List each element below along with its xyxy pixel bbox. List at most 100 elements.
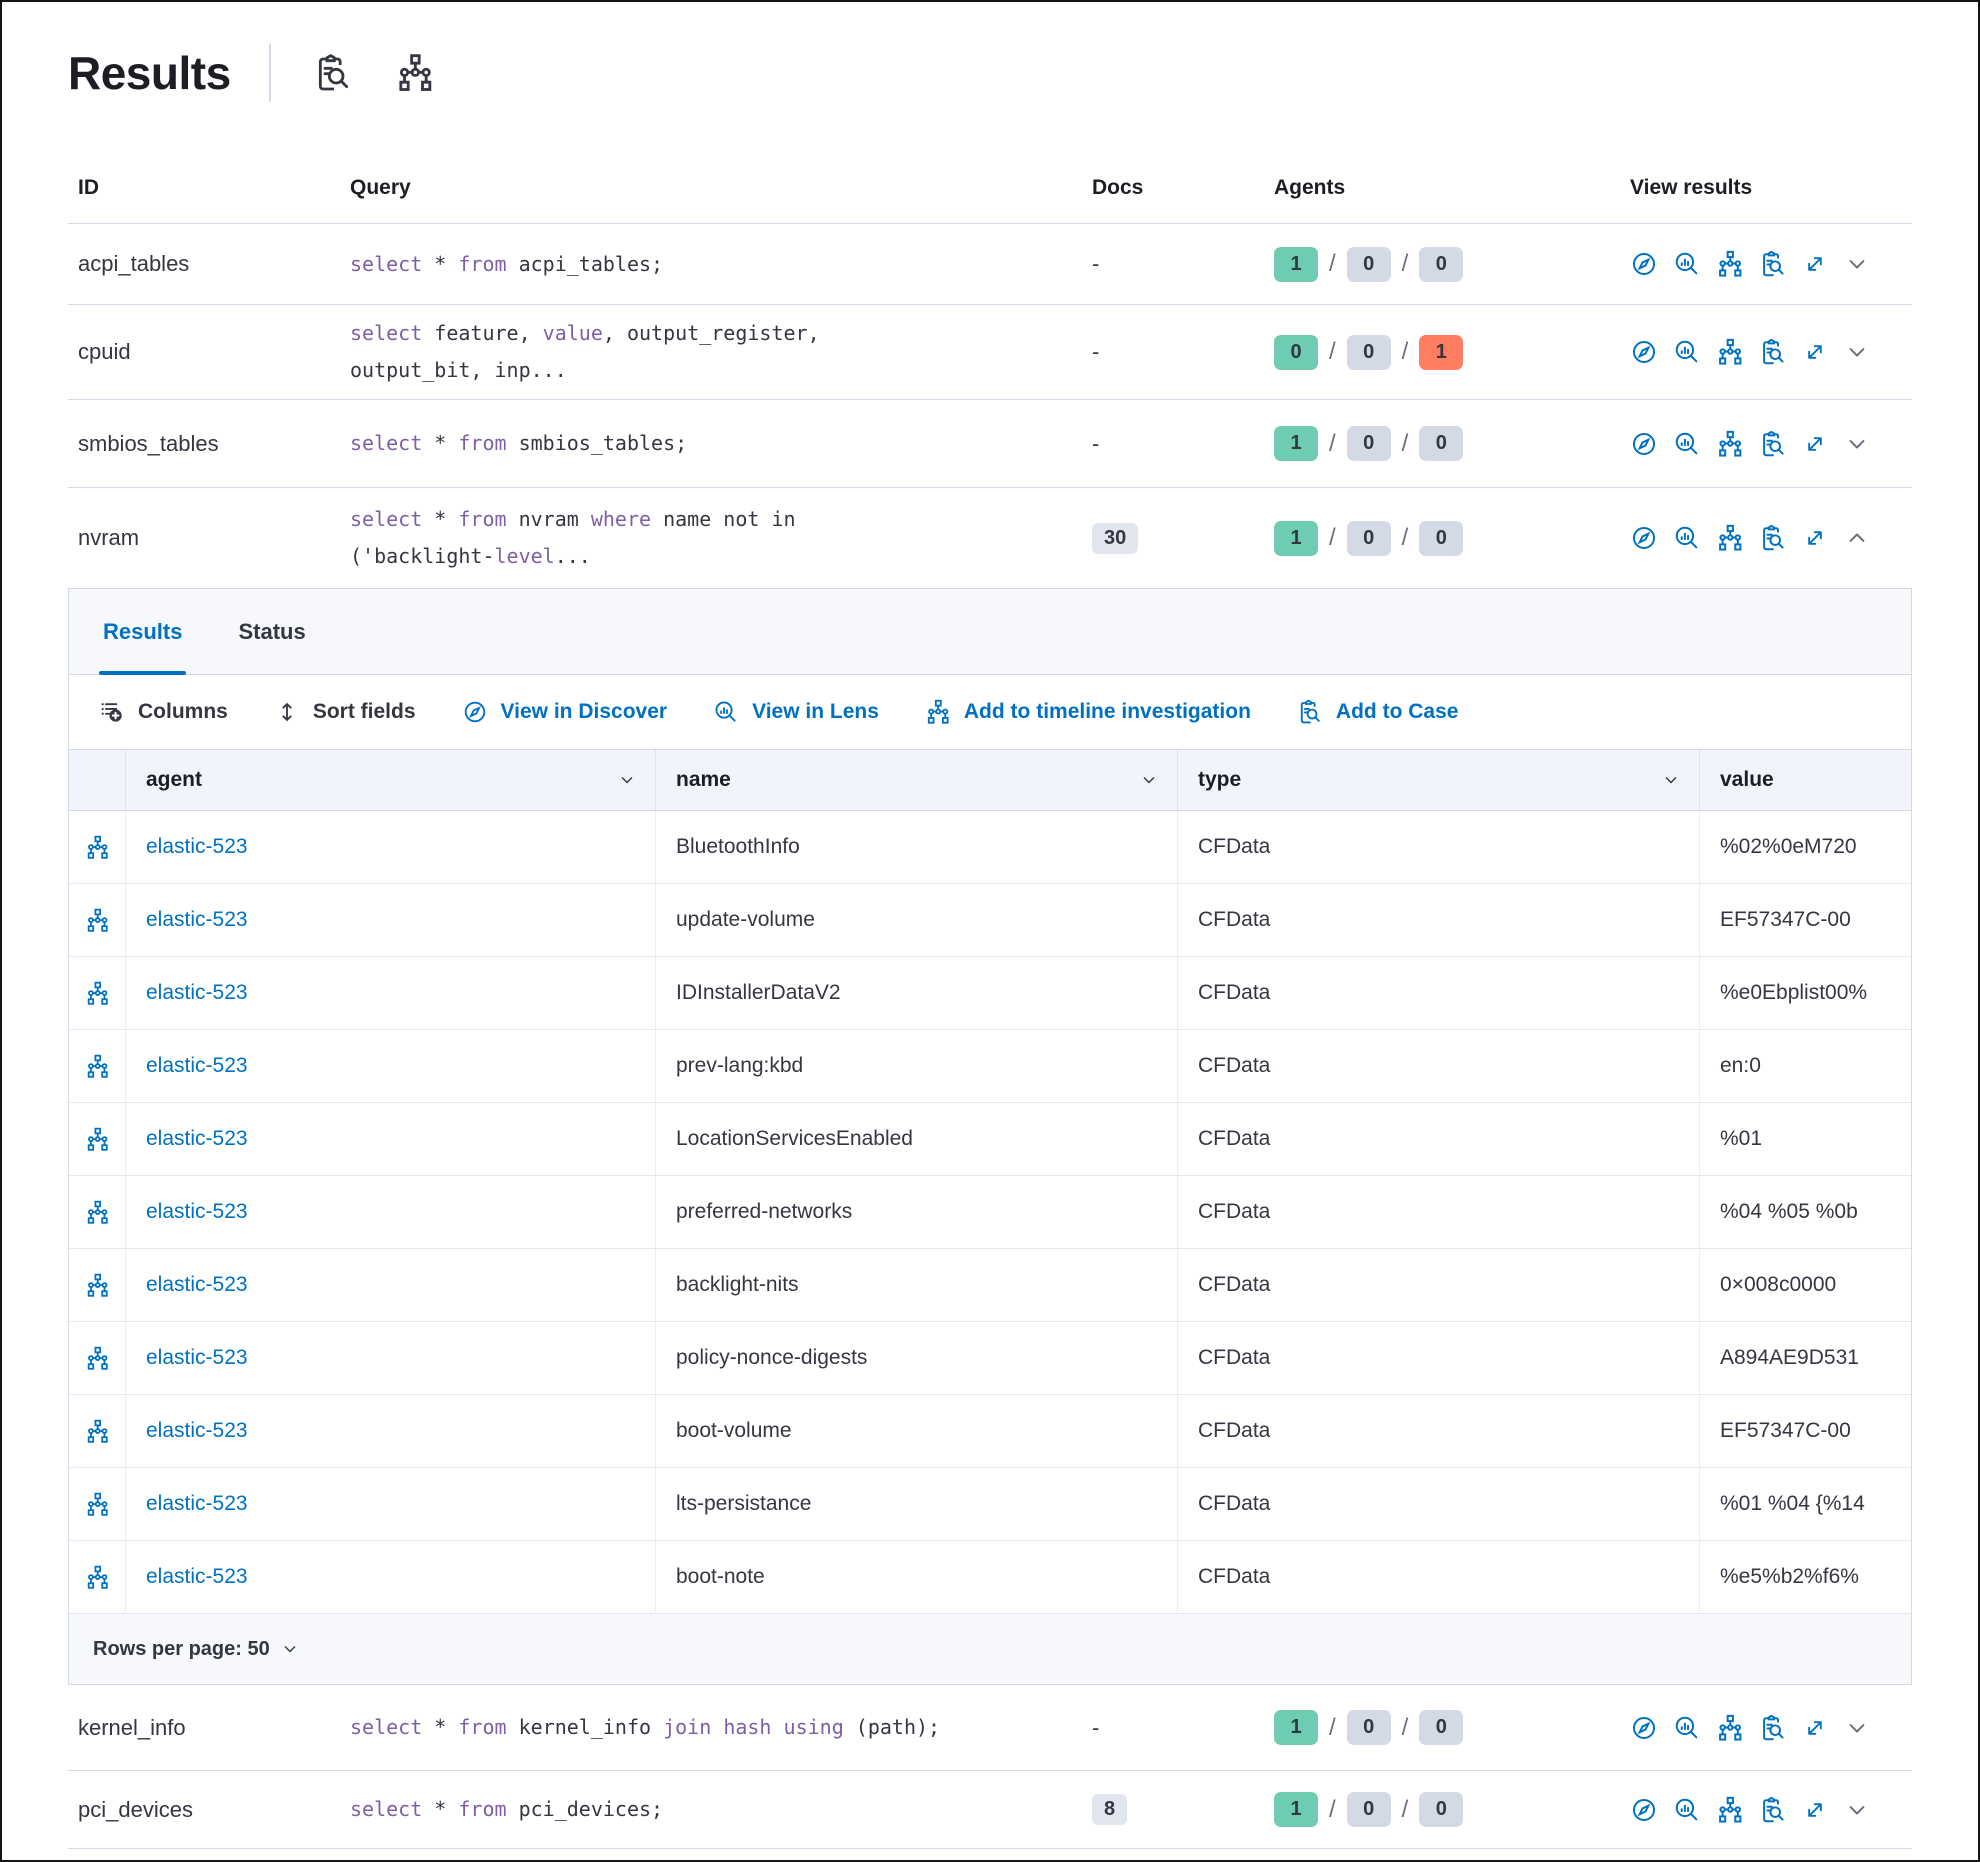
rows-per-page-control[interactable]: Rows per page: 50 xyxy=(69,1614,1911,1684)
toolbar-item-view-in-discover[interactable]: View in Discover xyxy=(462,699,667,725)
timeline-icon xyxy=(87,908,108,932)
tab-status[interactable]: Status xyxy=(238,618,306,644)
view-in-discover-button[interactable] xyxy=(1630,524,1658,552)
docs-cell: - xyxy=(1092,430,1100,456)
type-cell: CFData xyxy=(1178,1176,1700,1248)
result-row: elastic-523 prev-lang:kbd CFData en:0 xyxy=(69,1030,1911,1103)
row-details-button[interactable] xyxy=(69,1176,126,1248)
timeline-icon xyxy=(927,699,949,724)
add-to-case-button[interactable] xyxy=(1759,524,1787,552)
grid-col-header-value[interactable]: value xyxy=(1700,750,1911,810)
toolbar-item-sort-fields[interactable]: Sort fields xyxy=(274,699,416,725)
toggle-row-button[interactable] xyxy=(1843,430,1871,458)
add-to-case-button[interactable] xyxy=(1759,1796,1787,1824)
view-in-lens-button[interactable] xyxy=(1673,430,1701,458)
grid-col-header-agent[interactable]: agent xyxy=(126,750,656,810)
row-details-button[interactable] xyxy=(69,884,126,956)
expand-results-button[interactable] xyxy=(1802,525,1828,551)
value-cell: %02%0eM720 xyxy=(1720,835,1857,858)
name-cell: prev-lang:kbd xyxy=(656,1030,1178,1102)
view-in-lens-button[interactable] xyxy=(1673,338,1701,366)
toolbar-item-columns[interactable]: Columns xyxy=(99,699,228,725)
agent-link[interactable]: elastic-523 xyxy=(146,1054,248,1077)
agent-link[interactable]: elastic-523 xyxy=(146,835,248,858)
view-in-discover-button[interactable] xyxy=(1630,250,1658,278)
view-in-lens-button[interactable] xyxy=(1673,1796,1701,1824)
toggle-row-button[interactable] xyxy=(1843,1796,1871,1824)
toggle-row-button[interactable] xyxy=(1843,524,1871,552)
query-details-icon[interactable] xyxy=(313,53,353,93)
add-to-timeline-button[interactable] xyxy=(1716,524,1744,552)
agent-link[interactable]: elastic-523 xyxy=(146,1200,248,1223)
row-details-button[interactable] xyxy=(69,811,126,883)
expand-results-button[interactable] xyxy=(1802,339,1828,365)
grid-col-label: name xyxy=(676,768,731,791)
col-header-query: Query xyxy=(350,175,411,199)
view-in-discover-button[interactable] xyxy=(1630,430,1658,458)
view-in-discover-button[interactable] xyxy=(1630,338,1658,366)
add-to-case-button[interactable] xyxy=(1759,430,1787,458)
view-in-discover-button[interactable] xyxy=(1630,1796,1658,1824)
grid-col-header-name[interactable]: name xyxy=(656,750,1178,810)
result-row: elastic-523 boot-note CFData %e5%b2%f6% xyxy=(69,1541,1911,1614)
agent-count-badge-green: 1 xyxy=(1274,246,1318,282)
toggle-row-button[interactable] xyxy=(1843,1714,1871,1742)
toolbar-item-view-in-lens[interactable]: View in Lens xyxy=(713,699,879,725)
timeline-icon xyxy=(87,981,108,1005)
agent-count-badge-gray: 0 xyxy=(1346,246,1391,282)
agent-count-badge-green: 1 xyxy=(1274,1710,1318,1745)
view-in-discover-button[interactable] xyxy=(1630,1714,1658,1742)
type-cell: CFData xyxy=(1178,884,1700,956)
badge-separator: / xyxy=(1401,1713,1409,1741)
add-to-timeline-button[interactable] xyxy=(1716,1796,1744,1824)
result-row: elastic-523 lts-persistance CFData %01 %… xyxy=(69,1468,1911,1541)
row-details-button[interactable] xyxy=(69,1395,126,1467)
view-in-lens-button[interactable] xyxy=(1673,524,1701,552)
agent-link[interactable]: elastic-523 xyxy=(146,1492,248,1515)
toggle-row-button[interactable] xyxy=(1843,250,1871,278)
agent-cell: elastic-523 xyxy=(126,1176,656,1248)
name-cell: boot-volume xyxy=(656,1395,1178,1467)
row-details-button[interactable] xyxy=(69,1322,126,1394)
col-header-id: ID xyxy=(78,175,99,199)
row-details-button[interactable] xyxy=(69,1030,126,1102)
expand-results-button[interactable] xyxy=(1802,1715,1828,1741)
toggle-row-button[interactable] xyxy=(1843,338,1871,366)
row-details-button[interactable] xyxy=(69,1249,126,1321)
agent-link[interactable]: elastic-523 xyxy=(146,908,248,931)
add-to-case-button[interactable] xyxy=(1759,338,1787,366)
chevron-down-icon xyxy=(1661,770,1681,790)
agent-link[interactable]: elastic-523 xyxy=(146,1346,248,1369)
toolbar-item-add-to-case[interactable]: Add to Case xyxy=(1297,699,1458,725)
agent-link[interactable]: elastic-523 xyxy=(146,981,248,1004)
row-details-button[interactable] xyxy=(69,1103,126,1175)
result-row: elastic-523 boot-volume CFData EF57347C-… xyxy=(69,1395,1911,1468)
view-in-lens-button[interactable] xyxy=(1673,1714,1701,1742)
view-in-lens-button[interactable] xyxy=(1673,250,1701,278)
row-details-button[interactable] xyxy=(69,1541,126,1613)
expand-results-button[interactable] xyxy=(1802,431,1828,457)
add-to-timeline-button[interactable] xyxy=(1716,430,1744,458)
case-icon xyxy=(1763,338,1784,365)
node-graph-icon[interactable] xyxy=(395,53,435,93)
agent-link[interactable]: elastic-523 xyxy=(146,1127,248,1150)
row-details-button[interactable] xyxy=(69,957,126,1029)
add-to-timeline-button[interactable] xyxy=(1716,1714,1744,1742)
agent-link[interactable]: elastic-523 xyxy=(146,1565,248,1588)
agent-count-badge-gray: 0 xyxy=(1419,1710,1464,1745)
add-to-timeline-button[interactable] xyxy=(1716,250,1744,278)
query-sql: select * from pci_devices; xyxy=(350,1797,664,1821)
add-to-case-button[interactable] xyxy=(1759,250,1787,278)
agent-link[interactable]: elastic-523 xyxy=(146,1419,248,1442)
add-to-timeline-button[interactable] xyxy=(1716,338,1744,366)
row-details-button[interactable] xyxy=(69,1468,126,1540)
agent-link[interactable]: elastic-523 xyxy=(146,1273,248,1296)
tab-results[interactable]: Results xyxy=(99,589,187,675)
discover-icon xyxy=(1632,252,1656,276)
expand-results-button[interactable] xyxy=(1802,1797,1828,1823)
grid-col-header-type[interactable]: type xyxy=(1178,750,1700,810)
toolbar-item-add-to-timeline-investigation[interactable]: Add to timeline investigation xyxy=(925,699,1251,725)
name-cell: policy-nonce-digests xyxy=(656,1322,1178,1394)
expand-results-button[interactable] xyxy=(1802,251,1828,277)
add-to-case-button[interactable] xyxy=(1759,1714,1787,1742)
